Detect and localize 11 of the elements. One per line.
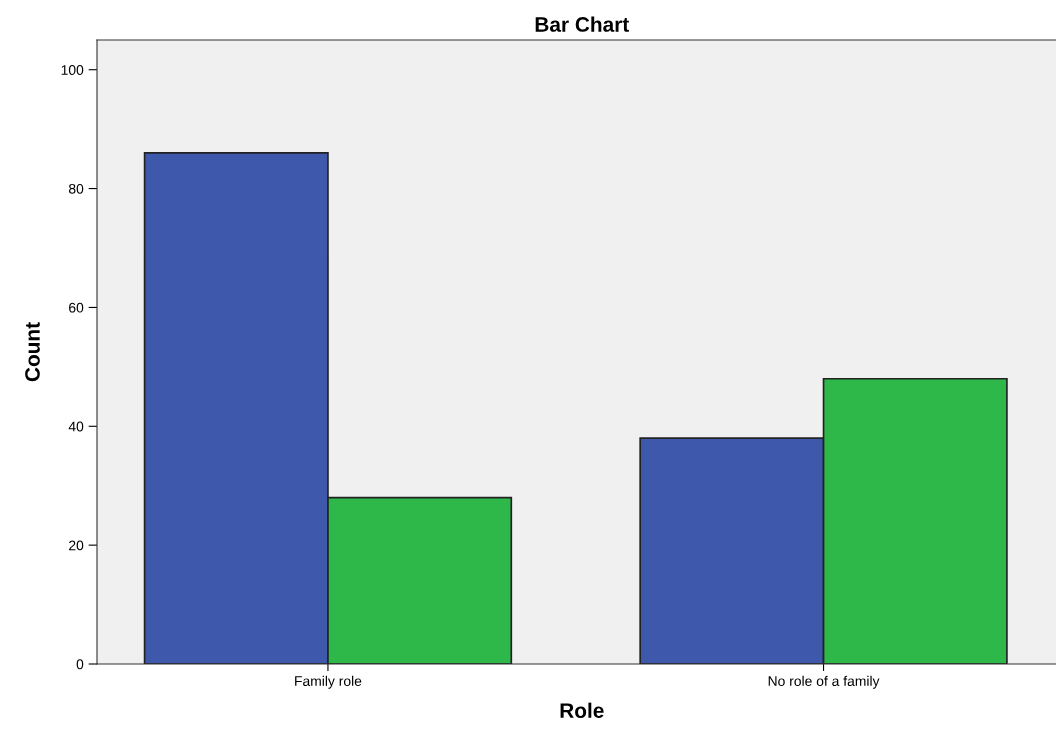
y-tick-label: 80 xyxy=(68,183,84,194)
x-tick-label: No role of a family xyxy=(768,675,880,689)
y-tick-label: 20 xyxy=(69,540,84,551)
y-tick-label: 100 xyxy=(61,65,84,75)
x-tick-label: Family role xyxy=(295,675,362,689)
chart-title: Bar Chart xyxy=(535,16,629,32)
y-tick-label: 0 xyxy=(76,659,84,670)
x-axis-title: Role xyxy=(560,702,604,718)
y-tick-label: 40 xyxy=(68,421,84,432)
y-axis-title: Count xyxy=(25,322,40,382)
y-tick-label: 60 xyxy=(69,302,84,313)
